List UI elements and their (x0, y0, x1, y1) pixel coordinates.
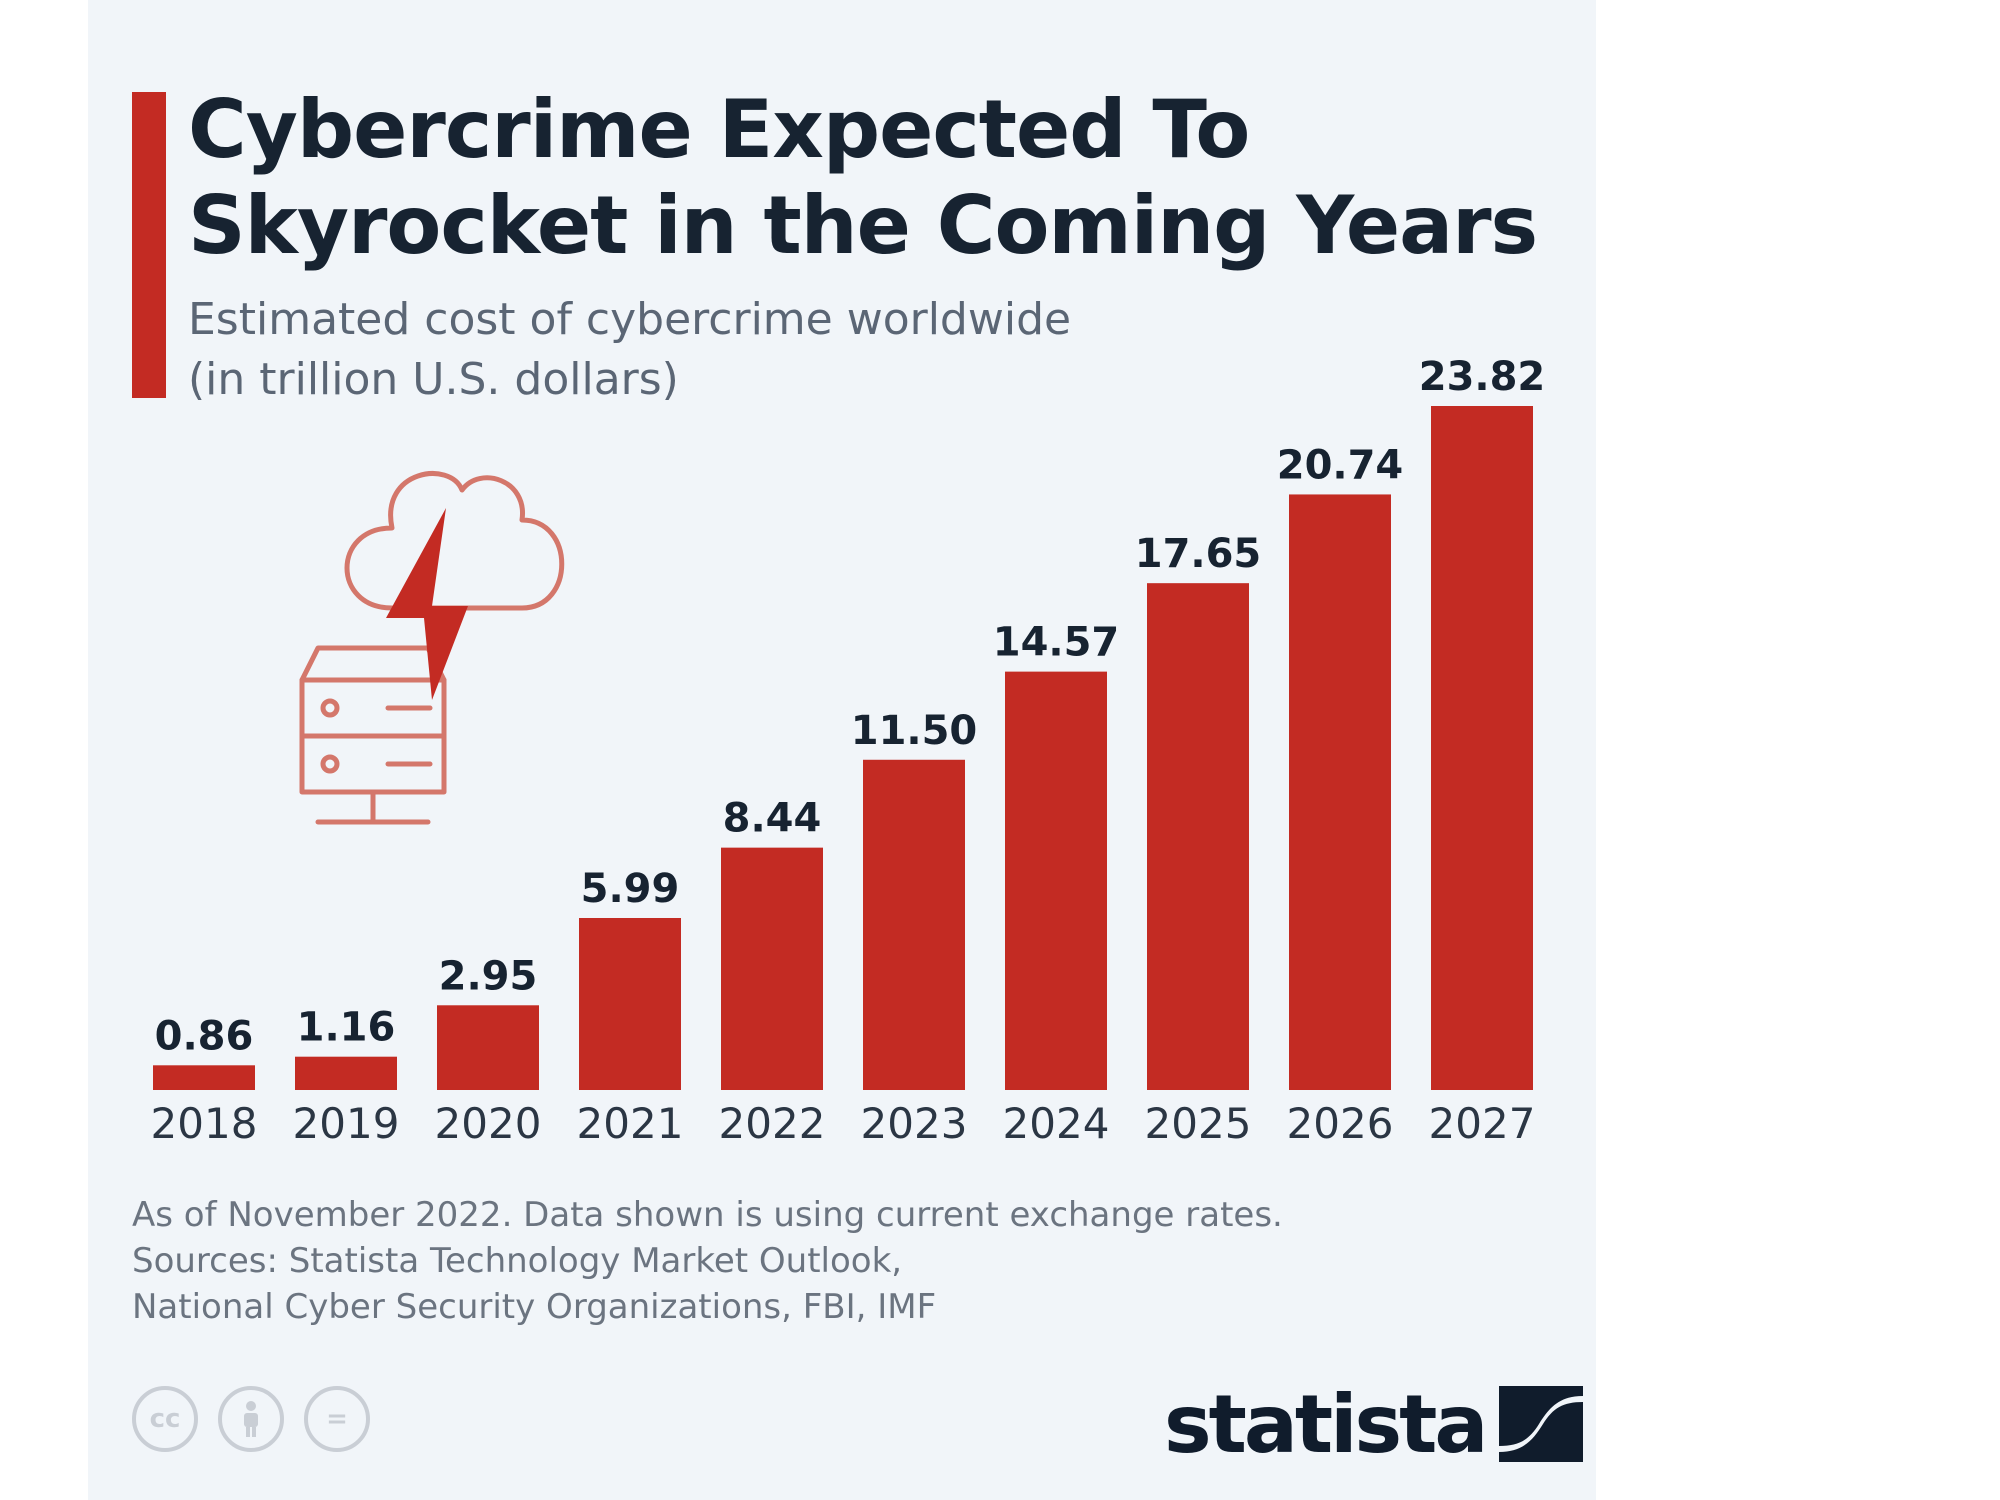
footnote: As of November 2022. Data shown is using… (132, 1192, 1572, 1330)
chart-subtitle-line-2: (in trillion U.S. dollars) (188, 354, 679, 405)
data-note: As of November 2022. Data shown is using… (132, 1195, 1283, 1235)
chart-title-line-1: Cybercrime Expected To (188, 83, 1250, 176)
person-icon[interactable] (218, 1386, 284, 1452)
chart-subtitle-line-1: Estimated cost of cybercrime worldwide (188, 294, 1072, 345)
statista-logo-icon (1499, 1386, 1584, 1462)
equals-icon[interactable]: = (304, 1386, 370, 1452)
license-icons: cc = (132, 1386, 370, 1458)
person-glyph (244, 1401, 258, 1437)
chart-title-line-2: Skyrocket in the Coming Years (188, 179, 1538, 272)
chart-subtitle: Estimated cost of cybercrime worldwide (… (188, 290, 1388, 410)
chart-title: Cybercrime Expected To Skyrocket in the … (188, 82, 1578, 274)
cc-icon[interactable]: cc (132, 1386, 198, 1452)
title-accent-bar (132, 92, 166, 398)
statista-brand[interactable]: statista (1164, 1374, 1584, 1474)
sources-line-2: National Cyber Security Organizations, F… (132, 1287, 937, 1327)
sources-line-1: Sources: Statista Technology Market Outl… (132, 1241, 903, 1281)
statista-wordmark: statista (1164, 1377, 1488, 1471)
